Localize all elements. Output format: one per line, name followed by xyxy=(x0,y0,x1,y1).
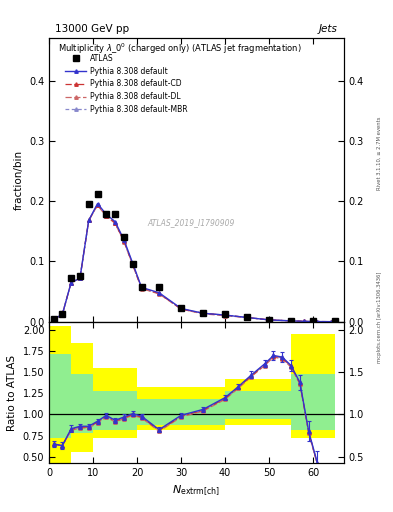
Y-axis label: Ratio to ATLAS: Ratio to ATLAS xyxy=(7,354,17,431)
X-axis label: $N_{\mathrm{extrm[ch]}}$: $N_{\mathrm{extrm[ch]}}$ xyxy=(173,484,220,498)
Text: Jets: Jets xyxy=(319,24,338,34)
Text: ATLAS_2019_I1790909: ATLAS_2019_I1790909 xyxy=(147,218,234,227)
Text: Multiplicity $\lambda\_0^0$ (charged only) (ATLAS jet fragmentation): Multiplicity $\lambda\_0^0$ (charged onl… xyxy=(58,41,302,56)
Text: Rivet 3.1.10, ≥ 2.7M events: Rivet 3.1.10, ≥ 2.7M events xyxy=(377,117,382,190)
Legend: ATLAS, Pythia 8.308 default, Pythia 8.308 default-CD, Pythia 8.308 default-DL, P: ATLAS, Pythia 8.308 default, Pythia 8.30… xyxy=(62,51,191,117)
Text: 13000 GeV pp: 13000 GeV pp xyxy=(55,24,129,34)
Y-axis label: fraction/bin: fraction/bin xyxy=(13,150,23,210)
Text: mcplots.cern.ch [arXiv:1306.3436]: mcplots.cern.ch [arXiv:1306.3436] xyxy=(377,272,382,363)
